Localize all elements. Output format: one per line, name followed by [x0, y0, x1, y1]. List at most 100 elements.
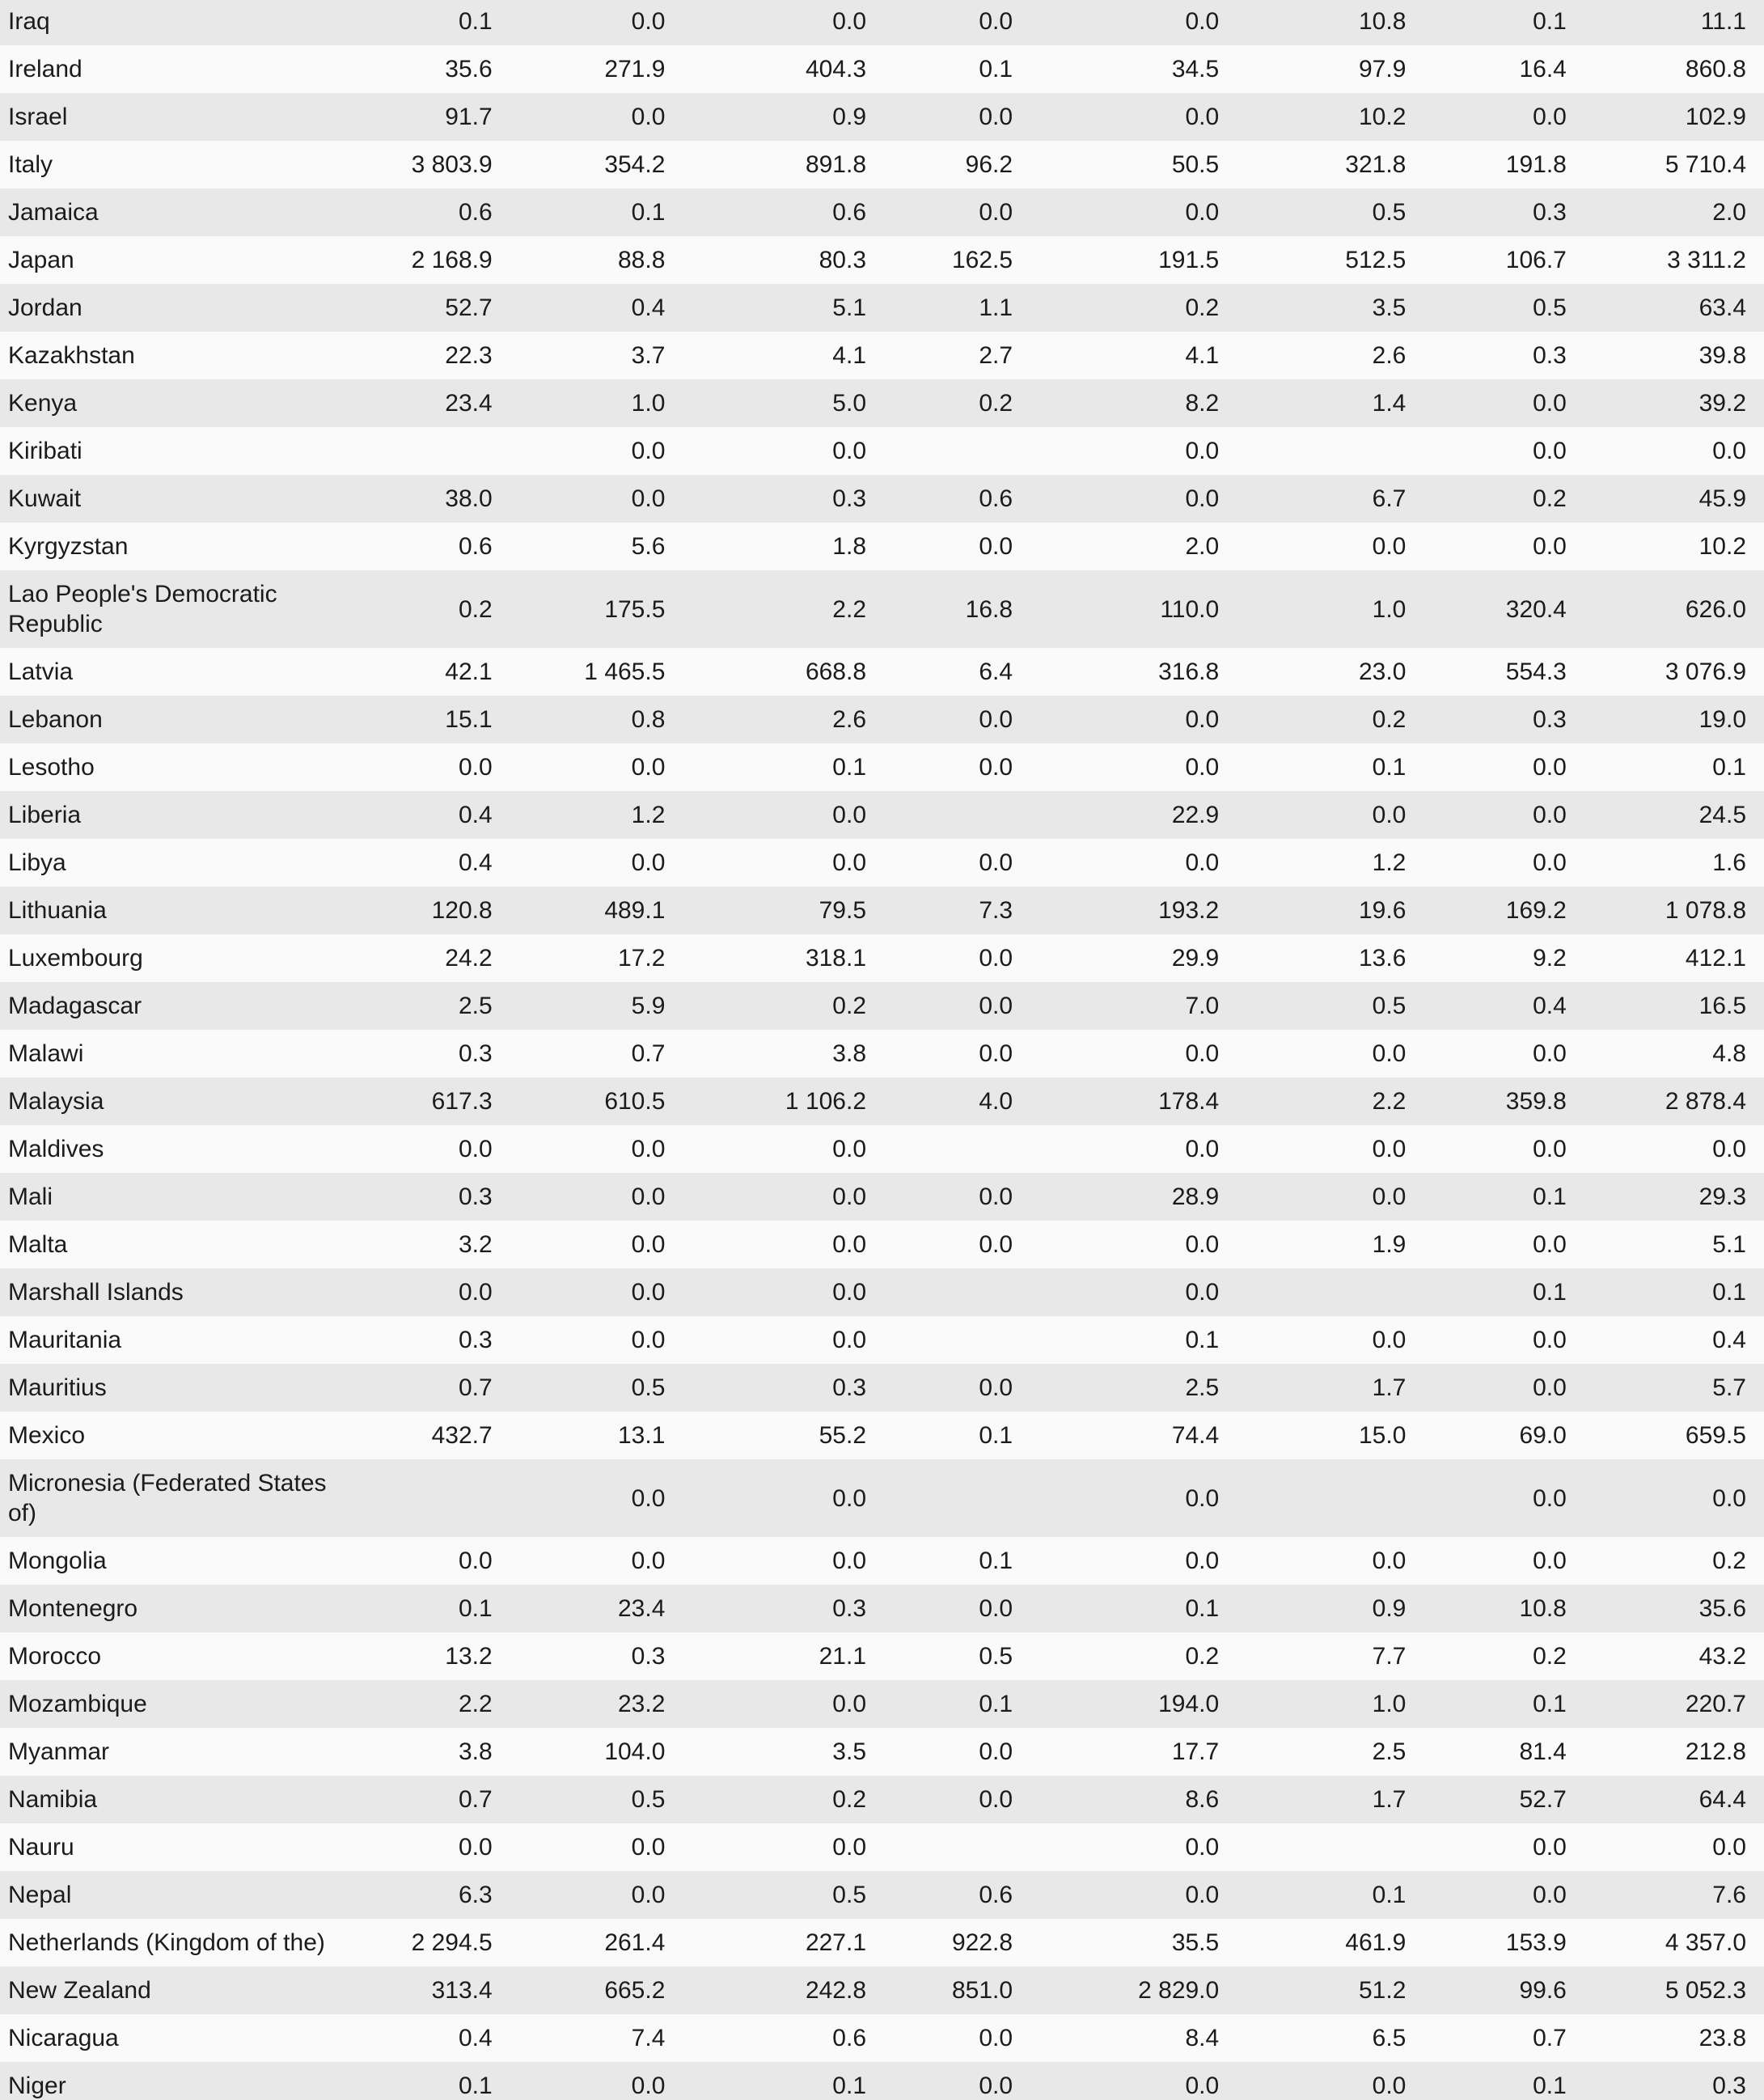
value-cell: 5 052.3	[1665, 1977, 1746, 2004]
value-cell: 0.0	[1533, 104, 1567, 130]
value-cell: 35.6	[1698, 1595, 1746, 1622]
country-name-cell: Micronesia (Federated States of)	[8, 1470, 327, 1526]
table-row: Morocco 13.2 0.3 21.1 0.5 0.2 7.7 0.2 43.2	[0, 1632, 1764, 1680]
value-cell: 0.0	[1185, 849, 1220, 876]
country-name-cell: Mongolia	[8, 1547, 107, 1574]
value-cell: 0.6	[979, 1882, 1013, 1908]
value-cell: 0.0	[1372, 1547, 1407, 1574]
country-name-cell: Libya	[8, 849, 66, 876]
table-row: Kuwait 38.0 0.0 0.3 0.6 0.0 6.7 0.2 45.9	[0, 475, 1764, 523]
value-cell: 0.6	[979, 485, 1013, 512]
value-cell: 0.0	[1185, 1547, 1220, 1574]
value-cell: 74.4	[1171, 1422, 1220, 1449]
value-cell: 10.8	[1358, 8, 1407, 35]
country-name-cell: Ireland	[8, 56, 82, 83]
value-cell	[868, 1125, 1014, 1173]
table-row: Malawi 0.3 0.7 3.8 0.0 0.0 0.0 0.0 4.8	[0, 1030, 1764, 1078]
value-cell: 0.3	[832, 1595, 867, 1622]
value-cell: 191.8	[1505, 151, 1567, 178]
table-row: Lesotho 0.0 0.0 0.1 0.0 0.0 0.1 0.0 0.1	[0, 743, 1764, 791]
value-cell: 5.6	[631, 533, 666, 560]
value-cell: 2.2	[458, 1691, 493, 1717]
table-row: Micronesia (Federated States of) 0.0 0.0 0.…	[0, 1459, 1764, 1537]
value-cell: 0.0	[979, 2025, 1013, 2051]
value-cell: 16.5	[1698, 993, 1746, 1019]
value-cell: 0.0	[979, 993, 1013, 1019]
value-cell: 0.0	[1185, 104, 1220, 130]
value-cell: 0.0	[1712, 1136, 1746, 1162]
value-cell: 227.1	[805, 1929, 867, 1956]
value-cell: 0.0	[1185, 199, 1220, 226]
value-cell: 13.6	[1358, 945, 1407, 972]
value-cell: 0.0	[1185, 1279, 1220, 1306]
value-cell: 0.0	[979, 754, 1013, 781]
value-cell: 1.2	[631, 802, 666, 828]
value-cell: 0.0	[631, 1279, 666, 1306]
table-row: Montenegro 0.1 23.4 0.3 0.0 0.1 0.9 10.8 35.6	[0, 1585, 1764, 1632]
country-name-cell: Kyrgyzstan	[8, 533, 129, 560]
value-cell: 99.6	[1519, 1977, 1567, 2004]
value-cell: 0.9	[832, 104, 867, 130]
value-cell: 2.6	[832, 706, 867, 733]
country-name-cell: Japan	[8, 247, 74, 273]
value-cell: 0.0	[1372, 802, 1407, 828]
country-name-cell: Montenegro	[8, 1595, 138, 1622]
value-cell: 2 878.4	[1665, 1088, 1746, 1115]
value-cell: 6.7	[1372, 485, 1407, 512]
value-cell: 1.2	[1372, 849, 1407, 876]
value-cell: 3 803.9	[411, 151, 493, 178]
value-cell: 0.1	[458, 8, 493, 35]
country-name-cell: New Zealand	[8, 1977, 151, 2004]
value-cell: 3.7	[631, 342, 666, 369]
value-cell: 0.7	[631, 1040, 666, 1067]
value-cell: 42.1	[445, 658, 493, 685]
value-cell: 162.5	[951, 247, 1013, 273]
value-cell: 0.0	[1533, 802, 1567, 828]
value-cell: 1.4	[1372, 390, 1407, 417]
country-name-cell: Morocco	[8, 1643, 102, 1670]
value-cell: 0.1	[1372, 1882, 1407, 1908]
value-cell: 0.0	[631, 485, 666, 512]
value-cell: 0.0	[1533, 849, 1567, 876]
value-cell: 7.4	[631, 2025, 666, 2051]
value-cell: 489.1	[604, 897, 666, 924]
value-cell: 0.0	[1533, 754, 1567, 781]
value-cell: 193.2	[1158, 897, 1220, 924]
value-cell: 21.1	[819, 1643, 867, 1670]
value-cell: 80.3	[819, 247, 867, 273]
value-cell: 110.0	[1160, 595, 1220, 623]
value-cell: 1.7	[1372, 1786, 1407, 1813]
value-cell: 24.5	[1698, 802, 1746, 828]
value-cell: 0.0	[1372, 1183, 1407, 1210]
value-cell: 0.1	[979, 1691, 1013, 1717]
value-cell: 0.0	[631, 1834, 666, 1861]
table-row: Nauru 0.0 0.0 0.0 0.0 0.0 0.0	[0, 1823, 1764, 1871]
table-row: Jamaica 0.6 0.1 0.6 0.0 0.0 0.5 0.3 2.0	[0, 188, 1764, 236]
table-row: New Zealand 313.4 665.2 242.8 851.0 2 829.0 51…	[0, 1967, 1764, 2014]
value-cell: 2 168.9	[411, 247, 493, 273]
table-row: Iraq 0.1 0.0 0.0 0.0 0.0 10.8 0.1 11.1	[0, 0, 1764, 45]
value-cell: 2 829.0	[1138, 1977, 1220, 2004]
value-cell: 0.0	[979, 8, 1013, 35]
value-cell: 10.2	[1358, 104, 1407, 130]
country-name-cell: Lithuania	[8, 897, 107, 924]
value-cell: 404.3	[805, 56, 867, 83]
value-cell: 2.2	[832, 595, 867, 623]
country-name-cell: Kiribati	[8, 438, 82, 464]
value-cell: 0.1	[1712, 1279, 1746, 1306]
value-cell: 0.2	[1185, 1643, 1220, 1670]
value-cell: 432.7	[431, 1422, 493, 1449]
table-row: Mexico 432.7 13.1 55.2 0.1 74.4 15.0 69.0 659.5	[0, 1412, 1764, 1459]
country-name-cell: Kuwait	[8, 485, 82, 512]
value-cell: 0.3	[1533, 706, 1567, 733]
table-row: Ireland 35.6 271.9 404.3 0.1 34.5 97.9 16.4 860.…	[0, 45, 1764, 93]
value-cell: 0.0	[1712, 438, 1746, 464]
value-cell: 8.2	[1185, 390, 1220, 417]
table-row: Nepal 6.3 0.0 0.5 0.6 0.0 0.1 0.0 7.6	[0, 1871, 1764, 1919]
value-cell: 0.1	[979, 1422, 1013, 1449]
value-cell: 0.3	[458, 1183, 493, 1210]
value-cell: 1 106.2	[785, 1088, 867, 1115]
value-cell: 2.2	[1372, 1088, 1407, 1115]
country-name-cell: Lebanon	[8, 706, 103, 733]
